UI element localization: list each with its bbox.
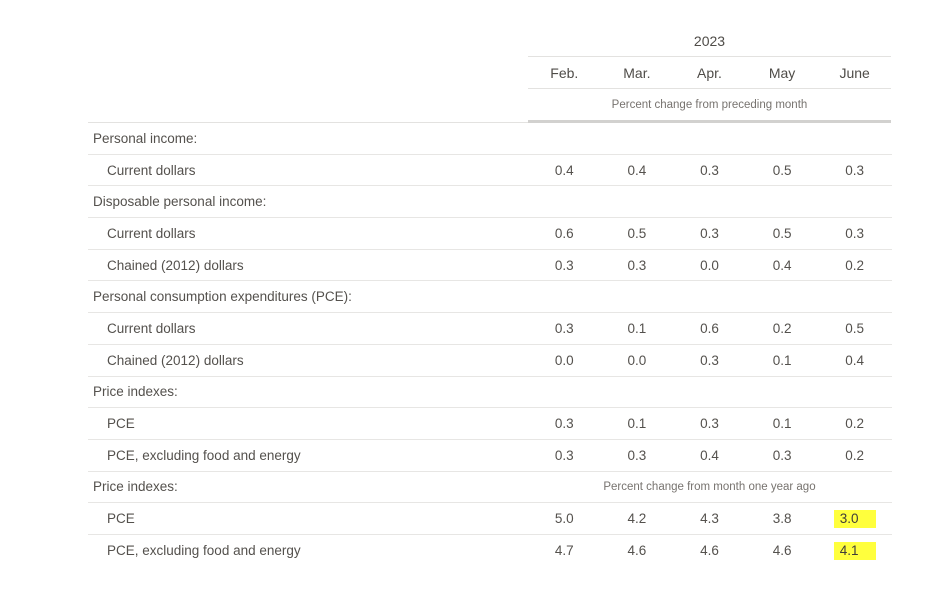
value-cell: 4.6 <box>700 543 719 559</box>
value-cell: 0.2 <box>845 416 865 432</box>
value-cell: 0.4 <box>772 257 792 273</box>
value-cell: 0.3 <box>554 257 574 273</box>
header-spacer <box>88 57 528 89</box>
table-row: Chained (2012) dollars 0.3 0.3 0.0 0.4 0.2 <box>88 250 892 282</box>
value-cell: 0.3 <box>554 447 574 463</box>
year-header-row: 2023 <box>88 27 892 57</box>
table-row: PCE, excluding food and energy 4.7 4.6 4.6 4… <box>88 535 892 567</box>
month-header: Mar. <box>600 57 674 89</box>
row-label: Chained (2012) dollars <box>107 257 244 273</box>
section-note: Percent change from month one year ago <box>603 480 816 493</box>
value-cell: 0.2 <box>772 320 792 336</box>
table-body: Personal income: Current dollars 0.4 0.4 0.3… <box>88 123 892 567</box>
value-cell: 4.7 <box>554 543 574 559</box>
value-cell: 0.0 <box>627 352 647 368</box>
table-row: Current dollars 0.3 0.1 0.6 0.2 0.5 <box>88 313 892 345</box>
table-row: Current dollars 0.6 0.5 0.3 0.5 0.3 <box>88 218 892 250</box>
value-cell: 0.3 <box>554 416 574 432</box>
value-cell: 0.0 <box>700 257 719 273</box>
table-row: Price indexes: <box>88 377 892 409</box>
value-cell: 0.4 <box>627 162 647 178</box>
value-cell: 4.1 <box>818 541 891 560</box>
table-row: Price indexes: Percent change from month … <box>88 472 892 504</box>
value-cell: 0.1 <box>772 416 792 432</box>
value-cell: 0.6 <box>554 225 574 241</box>
row-label: Disposable personal income: <box>93 194 267 210</box>
value-cell: 0.3 <box>845 225 865 241</box>
row-label: PCE, excluding food and energy <box>107 543 301 559</box>
economic-data-table: 2023 Feb. Mar. Apr. May June Percent change … <box>88 27 892 567</box>
value-cell: 0.2 <box>845 447 865 463</box>
value-cell: 4.6 <box>772 543 792 559</box>
row-label: PCE, excluding food and energy <box>107 447 301 463</box>
value-cell: 0.0 <box>554 352 574 368</box>
month-header: June <box>818 57 891 89</box>
value-cell: 4.3 <box>700 511 719 527</box>
value-cell: 0.3 <box>700 162 719 178</box>
value-cell: 0.5 <box>772 162 792 178</box>
value-cell: 0.3 <box>700 416 719 432</box>
value-cell: 0.2 <box>845 257 865 273</box>
month-header: Apr. <box>673 57 746 89</box>
value-cell: 0.3 <box>627 257 647 273</box>
table-row: Personal income: <box>88 123 892 155</box>
value-cell: 0.3 <box>772 447 792 463</box>
value-cell: 0.4 <box>845 352 865 368</box>
value-cell: 0.1 <box>627 320 647 336</box>
table-row: Personal consumption expenditures (PCE): <box>88 281 892 314</box>
year-label: 2023 <box>528 27 891 57</box>
value-cell: 0.1 <box>772 352 792 368</box>
row-label: PCE <box>107 416 135 432</box>
row-label: Chained (2012) dollars <box>107 352 244 368</box>
unit-note-row: Percent change from preceding month <box>88 89 892 123</box>
value-cell: 3.0 <box>818 509 891 528</box>
highlighted-value: 3.0 <box>833 509 876 528</box>
header-spacer <box>88 27 528 57</box>
row-label: Current dollars <box>107 162 196 178</box>
value-cell: 0.5 <box>627 225 647 241</box>
value-cell: 0.1 <box>627 416 647 432</box>
row-label: Current dollars <box>107 320 196 336</box>
value-cell: 0.4 <box>554 162 574 178</box>
value-cell: 0.3 <box>845 162 865 178</box>
month-header: Feb. <box>528 57 601 89</box>
table-row: PCE 0.3 0.1 0.3 0.1 0.2 <box>88 408 892 440</box>
value-cell: 0.3 <box>700 225 719 241</box>
row-label: Price indexes: <box>93 384 178 400</box>
value-cell: 5.0 <box>554 511 574 527</box>
table-row: PCE 5.0 4.2 4.3 3.8 3.0 <box>88 503 892 535</box>
value-cell: 3.8 <box>772 511 792 527</box>
row-label: Personal consumption expenditures (PCE): <box>93 289 352 305</box>
table-row: Disposable personal income: <box>88 186 892 219</box>
value-cell: 0.3 <box>554 320 574 336</box>
value-cell: 0.3 <box>627 447 647 463</box>
percent-change-note: Percent change from preceding month <box>528 89 891 123</box>
month-header-row: Feb. Mar. Apr. May June <box>88 57 892 89</box>
highlighted-value: 4.1 <box>833 541 876 560</box>
month-header: May <box>745 57 819 89</box>
value-cell: 0.5 <box>845 320 865 336</box>
row-label: Personal income: <box>93 130 198 146</box>
table-row: Chained (2012) dollars 0.0 0.0 0.3 0.1 0.4 <box>88 345 892 377</box>
value-cell: 4.6 <box>627 543 647 559</box>
table-row: Current dollars 0.4 0.4 0.3 0.5 0.3 <box>88 155 892 187</box>
value-cell: 0.3 <box>700 352 719 368</box>
header-spacer <box>88 89 528 123</box>
row-label: PCE <box>107 511 135 527</box>
table-row: PCE, excluding food and energy 0.3 0.3 0.4 0… <box>88 440 892 472</box>
value-cell: 0.5 <box>772 225 792 241</box>
value-cell: 4.2 <box>627 511 647 527</box>
value-cell: 0.6 <box>700 320 719 336</box>
value-cell: 0.4 <box>700 447 719 463</box>
row-label: Price indexes: <box>93 479 178 495</box>
row-label: Current dollars <box>107 225 196 241</box>
